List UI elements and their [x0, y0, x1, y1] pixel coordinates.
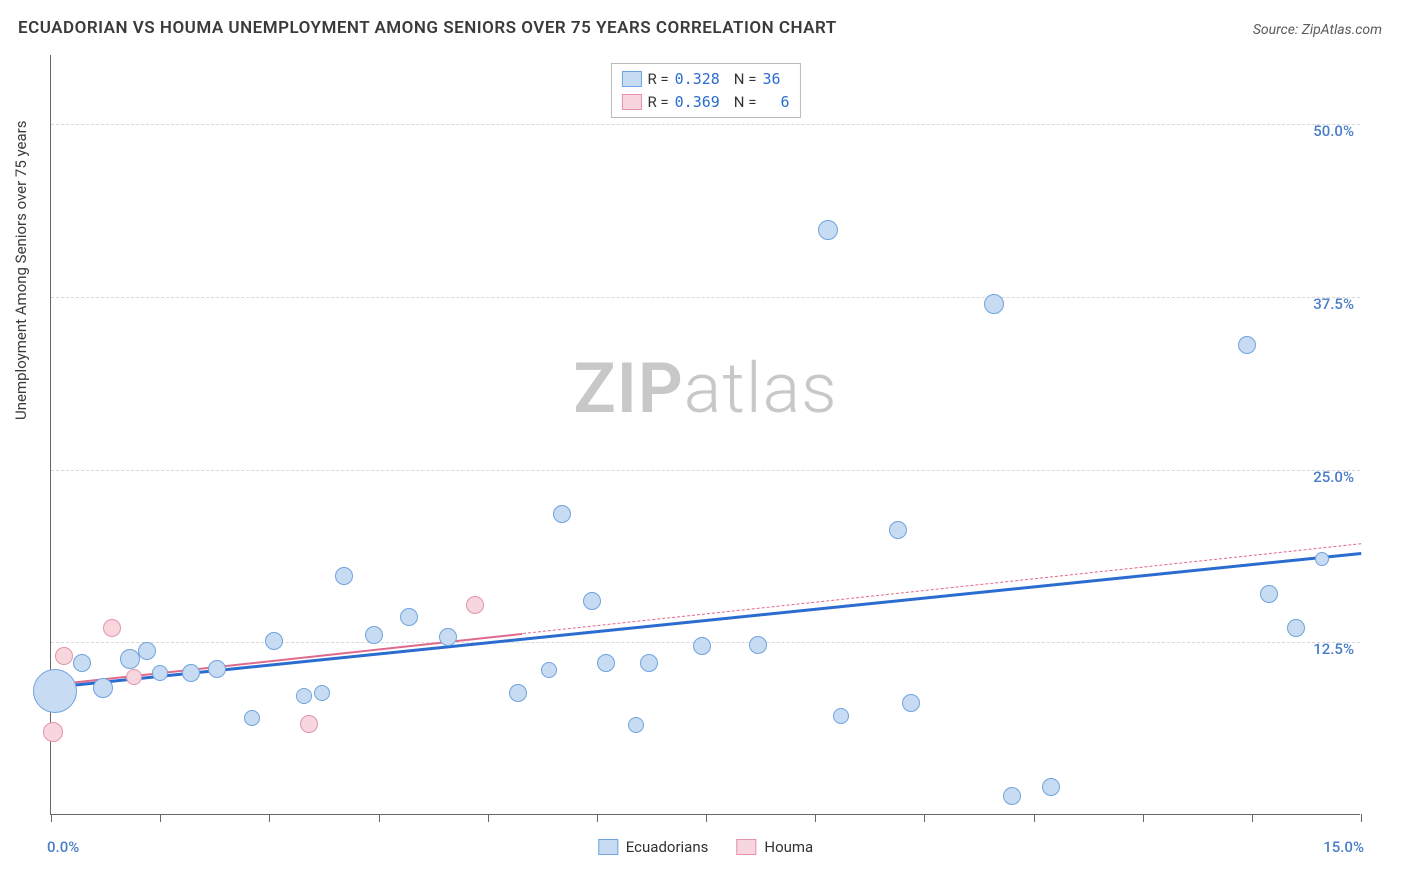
ecuadorians-point: [1287, 619, 1305, 637]
ecuadorians-point: [628, 717, 644, 733]
ecuadorians-point: [1238, 336, 1256, 354]
ecuadorians-point: [640, 654, 658, 672]
x-tick: [924, 814, 925, 822]
regression-line: [523, 543, 1361, 634]
legend-row-ecuadorians: R = 0.328 N = 36: [621, 68, 789, 91]
x-tick: [1143, 814, 1144, 822]
ecuadorians-point: [400, 608, 418, 626]
ecuadorians-point: [889, 521, 907, 539]
legend-label-ecuadorians: Ecuadorians: [626, 838, 709, 856]
gridline: [51, 297, 1360, 298]
x-tick: [815, 814, 816, 822]
watermark-bold: ZIP: [573, 348, 683, 430]
ecuadorians-point: [583, 592, 601, 610]
ecuadorians-point: [509, 684, 527, 702]
legend-row-houma: R = 0.369 N = 6: [621, 91, 789, 114]
watermark-rest: atlas: [684, 348, 838, 430]
ecuadorians-point: [693, 637, 711, 655]
ecuadorians-point: [335, 567, 353, 585]
ecuadorians-point: [818, 220, 838, 240]
ecuadorians-point: [541, 662, 557, 678]
y-tick-label: 25.0%: [1313, 468, 1354, 486]
ecuadorians-point: [833, 708, 849, 724]
legend-swatch-houma: [621, 94, 641, 110]
y-axis-label: Unemployment Among Seniors over 75 years: [12, 121, 30, 420]
x-tick: [51, 814, 52, 822]
ecuadorians-point: [597, 654, 615, 672]
series-legend: Ecuadorians Houma: [598, 838, 813, 856]
watermark: ZIPatlas: [573, 348, 837, 430]
legend-label-houma: Houma: [764, 838, 813, 856]
legend-r-val-ecuadorians: 0.328: [675, 68, 720, 91]
x-tick: [1034, 814, 1035, 822]
y-tick-label: 50.0%: [1313, 122, 1354, 140]
x-tick: [160, 814, 161, 822]
ecuadorians-point: [208, 660, 226, 678]
ecuadorians-point: [749, 636, 767, 654]
legend-swatch-ecuadorians: [621, 71, 641, 87]
ecuadorians-point: [1260, 585, 1278, 603]
source-name: ZipAtlas.com: [1302, 22, 1382, 38]
x-axis-max-label: 15.0%: [1323, 838, 1364, 856]
ecuadorians-point: [152, 665, 168, 681]
legend-n-label: N =: [734, 91, 757, 114]
y-tick-label: 37.5%: [1313, 295, 1354, 313]
legend-r-val-houma: 0.369: [675, 91, 720, 114]
x-tick: [269, 814, 270, 822]
houma-point: [103, 619, 121, 637]
legend-n-val-ecuadorians: 36: [762, 68, 780, 91]
y-tick-label: 12.5%: [1313, 640, 1354, 658]
source-prefix: Source:: [1253, 22, 1302, 38]
x-tick: [706, 814, 707, 822]
ecuadorians-point: [439, 628, 457, 646]
houma-point: [126, 669, 142, 685]
ecuadorians-point: [365, 626, 383, 644]
x-tick: [379, 814, 380, 822]
houma-point: [300, 715, 318, 733]
ecuadorians-point: [120, 649, 140, 669]
legend-swatch-houma: [736, 839, 756, 855]
legend-item-ecuadorians: Ecuadorians: [598, 838, 709, 856]
chart-title: ECUADORIAN VS HOUMA UNEMPLOYMENT AMONG S…: [18, 18, 837, 38]
ecuadorians-point: [902, 694, 920, 712]
x-tick: [1361, 814, 1362, 822]
x-tick: [488, 814, 489, 822]
ecuadorians-point: [265, 632, 283, 650]
ecuadorians-point: [244, 710, 260, 726]
legend-item-houma: Houma: [736, 838, 813, 856]
houma-point: [43, 722, 63, 742]
legend-swatch-ecuadorians: [598, 839, 618, 855]
gridline: [51, 470, 1360, 471]
x-axis-min-label: 0.0%: [47, 838, 79, 856]
ecuadorians-point: [984, 294, 1004, 314]
ecuadorians-point: [314, 685, 330, 701]
legend-n-label: N =: [734, 68, 757, 91]
regression-line: [51, 552, 1361, 689]
legend-n-val-houma: 6: [762, 91, 789, 114]
ecuadorians-point: [182, 664, 200, 682]
x-tick: [597, 814, 598, 822]
gridline: [51, 124, 1360, 125]
houma-point: [466, 596, 484, 614]
ecuadorians-point: [1315, 552, 1329, 566]
ecuadorians-point: [1003, 787, 1021, 805]
scatter-plot-area: ZIPatlas R = 0.328 N = 36 R = 0.369 N = …: [50, 55, 1360, 815]
ecuadorians-point: [93, 678, 113, 698]
houma-point: [55, 647, 73, 665]
correlation-legend: R = 0.328 N = 36 R = 0.369 N = 6: [610, 63, 800, 118]
ecuadorians-point: [33, 669, 77, 713]
legend-r-label: R =: [647, 91, 668, 114]
legend-r-label: R =: [647, 68, 668, 91]
source-attribution: Source: ZipAtlas.com: [1253, 22, 1382, 38]
ecuadorians-point: [296, 688, 312, 704]
ecuadorians-point: [73, 654, 91, 672]
ecuadorians-point: [553, 505, 571, 523]
x-tick: [1252, 814, 1253, 822]
ecuadorians-point: [1042, 778, 1060, 796]
ecuadorians-point: [138, 642, 156, 660]
